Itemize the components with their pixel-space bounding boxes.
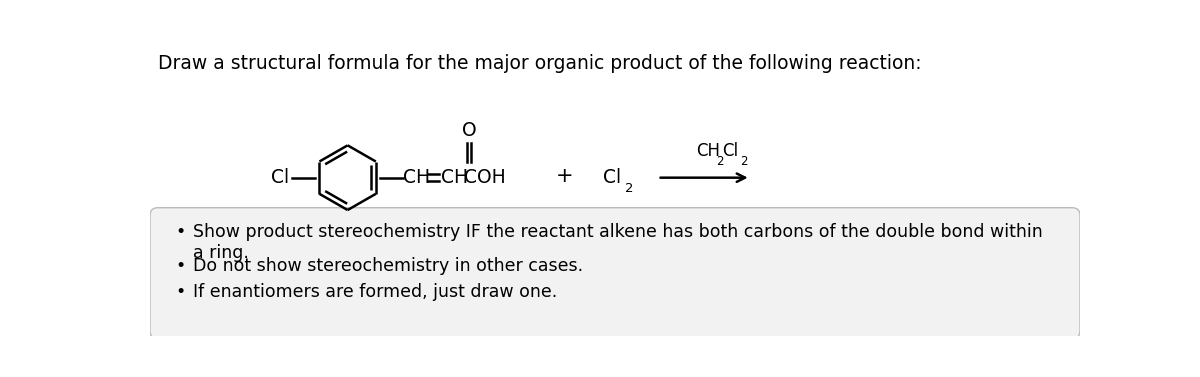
Text: Cl: Cl: [271, 168, 289, 187]
Text: Show product stereochemistry IF the reactant alkene has both carbons of the doub: Show product stereochemistry IF the reac…: [193, 223, 1043, 262]
Text: Do not show stereochemistry in other cases.: Do not show stereochemistry in other cas…: [193, 257, 583, 275]
Text: 2: 2: [740, 155, 748, 168]
Text: 2: 2: [625, 182, 634, 195]
Text: CH: CH: [696, 142, 720, 160]
Text: CH: CH: [403, 168, 431, 187]
Text: •: •: [175, 257, 186, 275]
Text: 2: 2: [716, 155, 724, 168]
Text: CH: CH: [440, 168, 468, 187]
Text: COH: COH: [464, 168, 505, 187]
Text: Cl: Cl: [722, 142, 738, 160]
Text: +: +: [556, 166, 574, 186]
Text: O: O: [462, 121, 476, 140]
Text: Cl: Cl: [604, 168, 622, 187]
Text: If enantiomers are formed, just draw one.: If enantiomers are formed, just draw one…: [193, 283, 557, 301]
Text: Draw a structural formula for the major organic product of the following reactio: Draw a structural formula for the major …: [157, 55, 922, 74]
FancyBboxPatch shape: [150, 208, 1080, 339]
Text: •: •: [175, 283, 186, 301]
Text: •: •: [175, 223, 186, 241]
